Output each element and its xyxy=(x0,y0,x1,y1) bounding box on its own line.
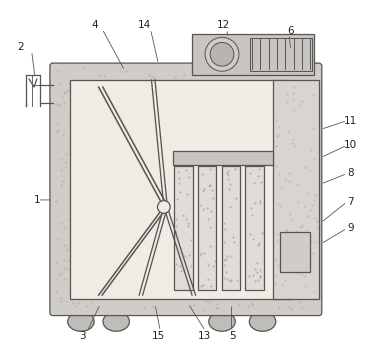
Text: 7: 7 xyxy=(347,197,354,207)
Bar xyxy=(175,166,193,290)
Bar xyxy=(173,150,273,165)
Text: 6: 6 xyxy=(287,26,294,36)
Circle shape xyxy=(158,201,170,213)
FancyBboxPatch shape xyxy=(50,63,322,315)
Circle shape xyxy=(210,42,234,66)
Text: 13: 13 xyxy=(198,331,211,341)
Bar xyxy=(192,34,314,75)
Text: 1: 1 xyxy=(34,195,41,205)
Ellipse shape xyxy=(249,312,276,331)
Ellipse shape xyxy=(103,312,129,331)
Text: 9: 9 xyxy=(347,223,354,233)
Text: 2: 2 xyxy=(18,41,25,52)
Text: 4: 4 xyxy=(92,21,98,30)
Text: 8: 8 xyxy=(347,169,354,178)
Text: 5: 5 xyxy=(229,331,236,341)
Bar xyxy=(245,166,264,290)
Bar xyxy=(198,166,216,290)
Bar xyxy=(70,80,289,299)
Circle shape xyxy=(205,38,239,71)
Text: 14: 14 xyxy=(138,21,151,30)
Text: 10: 10 xyxy=(344,140,357,150)
Text: 12: 12 xyxy=(217,21,230,30)
Text: 3: 3 xyxy=(80,331,86,341)
Bar xyxy=(273,80,319,299)
Bar xyxy=(250,38,312,71)
Bar xyxy=(222,166,240,290)
Text: 11: 11 xyxy=(344,116,357,126)
Ellipse shape xyxy=(68,312,94,331)
Ellipse shape xyxy=(209,312,235,331)
Bar xyxy=(280,232,310,272)
Text: 15: 15 xyxy=(152,331,165,341)
